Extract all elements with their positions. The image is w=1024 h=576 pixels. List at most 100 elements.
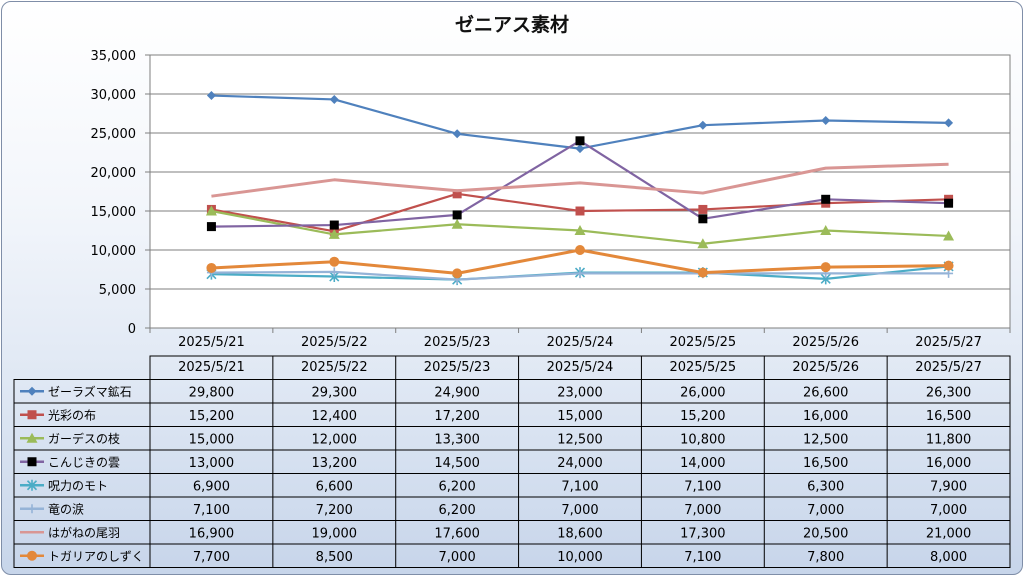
data-label: 11,800	[926, 432, 972, 447]
data-point	[27, 410, 37, 420]
table-header-cell: 2025/5/25	[670, 360, 737, 375]
data-point	[27, 504, 37, 514]
data-point	[26, 479, 38, 491]
data-label: 7,000	[930, 503, 967, 518]
data-label: 10,800	[680, 432, 726, 447]
data-label: 15,000	[189, 432, 235, 447]
data-label: 16,000	[926, 456, 972, 471]
data-label: 15,000	[557, 409, 603, 424]
data-label: 19,000	[312, 526, 358, 541]
data-label: 8,000	[930, 550, 967, 565]
data-point	[329, 220, 339, 230]
data-label: 7,100	[561, 479, 598, 494]
data-label: 14,500	[434, 456, 480, 471]
x-tick-label: 2025/5/24	[547, 335, 614, 350]
legend-key	[20, 479, 44, 491]
data-point	[820, 225, 832, 235]
table-series-label: はがねの尾羽	[48, 525, 120, 540]
data-point	[329, 94, 339, 104]
data-point	[698, 204, 708, 214]
data-point	[205, 205, 217, 216]
data-label: 16,900	[189, 526, 235, 541]
data-point	[328, 228, 340, 239]
data-label: 18,600	[557, 526, 603, 541]
table-series-label: 光彩の布	[48, 408, 96, 422]
y-tick-label: 5,000	[99, 283, 136, 298]
data-point	[452, 268, 463, 279]
table-series-label: トガリアのしずく	[48, 549, 144, 563]
plot-background	[149, 54, 1011, 329]
y-tick-label: 35,000	[91, 49, 137, 64]
data-label: 7,000	[807, 503, 844, 518]
data-point	[575, 136, 585, 146]
legend-key	[20, 410, 44, 420]
table-header-cell: 2025/5/27	[915, 360, 982, 375]
table-series-label: ガーデスの枝	[48, 431, 120, 446]
data-label: 15,200	[189, 409, 235, 424]
data-point	[26, 432, 38, 443]
data-label: 12,500	[803, 432, 849, 447]
data-point	[452, 210, 462, 220]
data-label: 6,200	[439, 503, 476, 518]
data-point	[206, 262, 217, 273]
data-label: 17,300	[680, 526, 726, 541]
data-label: 12,500	[557, 432, 603, 447]
data-label: 24,000	[557, 456, 603, 471]
series-7	[211, 162, 949, 198]
x-tick-label: 2025/5/26	[792, 335, 859, 350]
data-point	[452, 189, 462, 199]
series-8	[206, 245, 954, 279]
data-point	[206, 91, 216, 101]
data-label: 13,000	[189, 456, 235, 471]
data-label: 7,100	[684, 479, 721, 494]
series-line	[211, 162, 949, 198]
y-tick-label: 30,000	[91, 88, 137, 103]
data-label: 7,700	[193, 550, 230, 565]
data-point	[697, 267, 708, 278]
data-label: 17,200	[434, 409, 480, 424]
table-header-cell: 2025/5/21	[178, 360, 245, 375]
data-label: 13,300	[434, 432, 480, 447]
data-label: 7,100	[193, 503, 230, 518]
x-tick-label: 2025/5/22	[301, 335, 368, 350]
data-label: 6,300	[807, 479, 844, 494]
data-label: 20,500	[803, 526, 849, 541]
data-point	[944, 198, 954, 208]
x-tick-label: 2025/5/21	[178, 335, 245, 350]
data-label: 7,000	[684, 503, 721, 518]
data-point	[575, 206, 585, 216]
data-label: 26,300	[926, 385, 972, 400]
data-point	[943, 260, 954, 271]
series-3	[205, 205, 955, 249]
data-label: 7,200	[316, 503, 353, 518]
table-header-cell: 2025/5/22	[301, 360, 368, 375]
data-point	[698, 214, 708, 224]
legend-key	[20, 504, 44, 514]
data-point	[574, 225, 586, 235]
data-label: 24,900	[434, 385, 480, 400]
y-tick-label: 20,000	[91, 166, 137, 181]
data-point	[943, 230, 955, 241]
series-1	[206, 91, 954, 154]
data-point	[944, 118, 954, 128]
data-point	[575, 144, 585, 154]
table-series-label: 呪力のモト	[48, 479, 108, 493]
data-label: 7,000	[561, 503, 598, 518]
legend-key	[20, 386, 44, 396]
data-label: 13,200	[312, 456, 358, 471]
data-point	[452, 129, 462, 139]
data-label: 26,600	[803, 385, 849, 400]
data-point	[27, 550, 37, 561]
table-series-label: ゼーラズマ鉱石	[48, 384, 132, 399]
table-header-cell: 2025/5/24	[547, 360, 614, 375]
chart-title: ゼニアス素材	[454, 14, 569, 36]
data-label: 10,000	[557, 550, 603, 565]
data-point	[820, 262, 831, 273]
data-point	[329, 267, 339, 277]
data-point	[27, 457, 37, 467]
data-label: 7,100	[684, 550, 721, 565]
data-label: 23,000	[557, 385, 603, 400]
x-tick-label: 2025/5/27	[915, 335, 982, 350]
table-series-label: 竜の涙	[48, 501, 84, 516]
